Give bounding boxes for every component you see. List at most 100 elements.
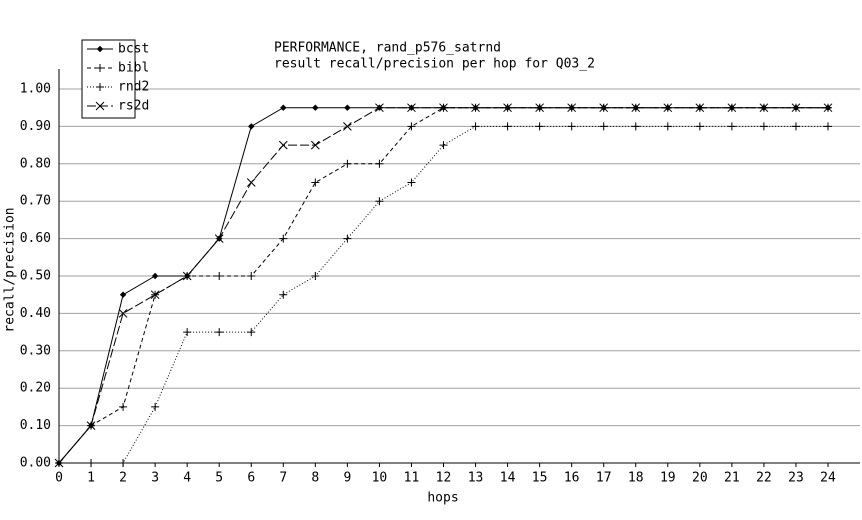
marker (54, 458, 64, 468)
marker (631, 122, 640, 131)
legend-box (81, 39, 136, 119)
x-tick-label: 16 (564, 471, 580, 486)
x-tick-label: 11 (404, 471, 420, 486)
marker (246, 178, 256, 187)
marker (151, 402, 160, 411)
marker (791, 103, 801, 113)
marker (727, 103, 737, 113)
series-line (58, 107, 828, 464)
y-tick-label: 0.40 (20, 306, 51, 321)
marker (279, 290, 288, 299)
marker (535, 103, 544, 113)
x-tick-label: 13 (468, 471, 484, 486)
legend-label: bcst (118, 42, 149, 57)
x-tick-label: 7 (279, 471, 287, 486)
y-tick-label: 0.10 (20, 418, 51, 433)
marker (87, 459, 96, 467)
x-tick-label: 24 (820, 471, 836, 486)
marker (343, 122, 352, 131)
marker (279, 234, 288, 243)
marker (759, 103, 769, 113)
marker (503, 122, 512, 131)
legend-label: rnd2 (118, 80, 149, 95)
marker (96, 64, 104, 72)
x-tick-label: 10 (372, 471, 388, 486)
marker (791, 122, 800, 131)
chart-subtitle: result recall/precision per hop for Q03_… (274, 57, 595, 72)
y-tick-label: 0.50 (20, 269, 51, 284)
marker (312, 104, 319, 111)
x-tick-label: 23 (788, 471, 804, 486)
marker (247, 328, 256, 337)
marker (183, 328, 192, 337)
marker (407, 178, 416, 187)
marker (248, 123, 255, 130)
x-tick-label: 2 (119, 471, 127, 486)
marker (824, 122, 832, 131)
marker (311, 178, 320, 187)
marker (503, 103, 512, 113)
marker (278, 140, 288, 150)
marker (182, 271, 192, 281)
marker (247, 272, 256, 280)
marker (599, 103, 609, 113)
y-tick-label: 0.30 (20, 343, 51, 358)
marker (727, 122, 736, 131)
marker (471, 122, 480, 131)
marker (823, 103, 833, 113)
marker (119, 291, 127, 298)
marker (119, 402, 128, 411)
marker (311, 272, 320, 280)
marker (150, 290, 160, 300)
marker (439, 103, 448, 113)
x-tick-label: 1 (87, 471, 95, 486)
x-tick-label: 6 (247, 471, 255, 486)
legend-label: rs2d (118, 99, 149, 114)
marker (471, 103, 480, 113)
marker (375, 159, 384, 168)
x-tick-label: 4 (183, 471, 191, 486)
x-tick-label: 5 (215, 471, 223, 486)
marker (407, 122, 416, 131)
x-tick-label: 14 (500, 471, 516, 486)
marker (280, 104, 287, 111)
marker (343, 159, 352, 168)
x-tick-label: 22 (756, 471, 772, 486)
marker (567, 103, 577, 113)
marker (95, 101, 105, 111)
x-tick-label: 8 (311, 471, 319, 486)
x-tick-label: 0 (55, 471, 63, 486)
marker (96, 83, 104, 91)
chart-title: PERFORMANCE, rand_p576_satrnd (274, 41, 501, 56)
marker (439, 141, 448, 150)
series-line (58, 107, 828, 464)
series-line (58, 107, 828, 464)
x-tick-label: 19 (660, 471, 676, 486)
y-tick-label: 0.00 (20, 456, 51, 471)
marker (759, 122, 768, 131)
x-tick-label: 18 (628, 471, 644, 486)
marker (375, 197, 384, 206)
marker (215, 272, 224, 280)
marker (695, 122, 704, 131)
marker (151, 272, 159, 280)
marker (567, 122, 576, 131)
marker (214, 234, 224, 243)
x-tick-label: 15 (532, 471, 548, 486)
x-tick-label: 20 (692, 471, 708, 486)
marker (96, 45, 104, 53)
x-tick-label: 12 (436, 471, 452, 486)
x-tick-label: 9 (343, 471, 351, 486)
y-tick-label: 0.90 (20, 119, 51, 134)
series-line (59, 125, 828, 464)
marker (86, 421, 96, 430)
x-tick-label: 21 (724, 471, 740, 486)
y-tick-label: 1.00 (20, 82, 51, 97)
x-tick-label: 3 (151, 471, 159, 486)
marker (695, 103, 705, 113)
marker (344, 104, 351, 111)
marker (310, 140, 320, 150)
y-tick-label: 0.60 (20, 231, 51, 246)
marker (375, 103, 384, 113)
